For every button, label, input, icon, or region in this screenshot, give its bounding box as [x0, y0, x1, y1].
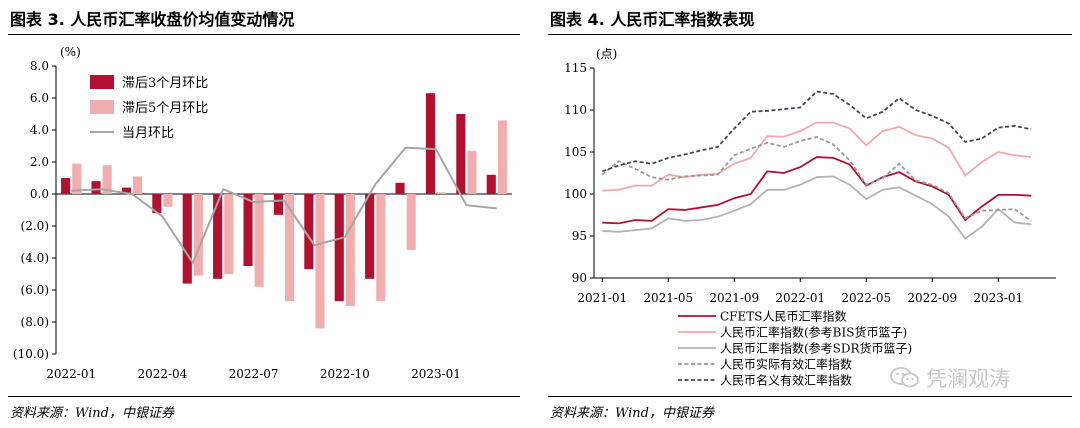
y-tick-label: 105 [564, 145, 587, 159]
bar-series2 [437, 192, 447, 194]
right-figure-title: 图表 4. 人民币汇率指数表现 [550, 10, 755, 29]
legend-label: CFETS人民币汇率指数 [720, 309, 847, 324]
watermark: 凭澜观涛 [890, 362, 1070, 394]
bar-series2 [102, 165, 112, 194]
y-tick-label: 2.0 [30, 155, 49, 169]
bar-series2 [315, 194, 325, 329]
watermark-text: 凭澜观涛 [926, 367, 1010, 391]
y-tick-label: 100 [564, 187, 587, 201]
bar-series1 [425, 93, 435, 194]
y-tick-label: 8.0 [30, 59, 49, 73]
x-tick-label: 2022-01 [775, 291, 825, 305]
y-tick-label: 110 [564, 103, 587, 117]
y-tick-label: 90 [572, 271, 587, 285]
y-tick-label: (4.0) [21, 251, 49, 265]
legend-swatch [90, 100, 114, 114]
bar-series1 [61, 178, 71, 194]
x-tick-label: 2021-01 [577, 291, 627, 305]
bar-series2 [72, 163, 82, 194]
left-source-rule [8, 396, 520, 397]
y-tick-label: 115 [564, 61, 587, 75]
left-bar-chart: (%) 8.0 6.0 4.0 2.0 0.0 (2.0) (4.0) (6.0) (8.0) (1… [13, 45, 512, 381]
left-figure-panel: 图表 3. 人民币汇率收盘价均值变动情况 (%) 8.0 6.0 4.0 2.0 0.0(… [0, 0, 528, 428]
line-series-2 [602, 121, 1032, 192]
y-tick-label: 4.0 [30, 123, 49, 137]
bar-series1 [304, 194, 314, 270]
bar-series1 [395, 182, 405, 194]
line-series-1 [602, 156, 1032, 225]
line-series-4 [601, 135, 1032, 222]
bar-series2 [406, 194, 416, 250]
bar-series1 [91, 181, 101, 194]
y-tick-label: (8.0) [21, 315, 49, 329]
bar-series2 [345, 194, 355, 306]
legend-label: 滞后3个月环比 [122, 76, 208, 91]
bar-series1 [365, 194, 375, 279]
bar-series1 [456, 114, 466, 194]
bar-series1 [273, 194, 283, 215]
x-tick-label: 2021-05 [643, 291, 693, 305]
bar-series2 [285, 194, 295, 302]
y-axis-unit: (%) [60, 45, 81, 59]
x-tick-label: 2022-05 [841, 291, 891, 305]
x-tick-label: 2023-01 [411, 367, 461, 381]
bar-series2 [163, 194, 173, 207]
x-tick-label: 2022-09 [907, 291, 957, 305]
line-series-5 [601, 90, 1032, 173]
legend-label: 当月环比 [122, 126, 174, 141]
legend-label: 人民币名义有效汇率指数 [720, 373, 852, 388]
x-tick-label: 2021-09 [709, 291, 759, 305]
bar-series2 [193, 194, 203, 276]
legend-swatch [90, 75, 114, 89]
y-tick-label: 0.0 [30, 187, 49, 201]
bar-series2 [224, 194, 234, 274]
bar-series1 [182, 194, 192, 284]
x-tick-label: 2022-10 [320, 367, 370, 381]
right-source-rule [548, 396, 1072, 397]
bar-series1 [486, 174, 496, 194]
x-tick-label: 2023-01 [973, 291, 1023, 305]
bar-series2 [133, 176, 143, 194]
bar-series1 [334, 194, 344, 302]
right-figure-panel: 图表 4. 人民币汇率指数表现 (点) 115 110 105 100 95 90 2021-… [540, 0, 1080, 428]
y-tick-label: (6.0) [21, 283, 49, 297]
bar-series2 [497, 120, 507, 194]
legend-label: 人民币汇率指数(参考SDR货币篮子) [720, 341, 912, 356]
line-series-3 [602, 175, 1032, 240]
y-axis-unit: (点) [596, 47, 617, 61]
x-tick-label: 2022-04 [137, 367, 187, 381]
right-line-chart: (点) 115 110 105 100 95 90 2021-01 2021-05 2021-09… [564, 47, 1056, 388]
right-source-note: 资料来源：Wind，中银证券 [550, 406, 714, 421]
y-tick-label: (2.0) [21, 219, 49, 233]
bar-series1 [243, 194, 253, 266]
bar-series1 [121, 187, 131, 194]
y-tick-label: 95 [572, 229, 587, 243]
bar-series1 [213, 194, 223, 279]
bar-series1 [152, 194, 162, 214]
legend-label: 人民币实际有效汇率指数 [720, 357, 852, 372]
x-tick-label: 2022-01 [46, 367, 96, 381]
line-series-monthly [71, 146, 497, 265]
y-tick-label: (10.0) [13, 347, 49, 361]
bar-series2 [467, 150, 477, 194]
bar-series2 [376, 194, 386, 302]
wechat-icon [890, 366, 920, 390]
legend-label: 人民币汇率指数(参考BIS货币篮子) [720, 325, 907, 340]
x-tick-label: 2022-07 [229, 367, 279, 381]
y-tick-label: 6.0 [30, 91, 49, 105]
bar-series2 [254, 194, 264, 287]
left-source-note: 资料来源：Wind，中银证券 [10, 406, 174, 421]
left-title-rule [8, 34, 520, 35]
left-figure-title: 图表 3. 人民币汇率收盘价均值变动情况 [10, 10, 295, 29]
right-title-rule [548, 34, 1072, 35]
legend-label: 滞后5个月环比 [122, 101, 208, 116]
